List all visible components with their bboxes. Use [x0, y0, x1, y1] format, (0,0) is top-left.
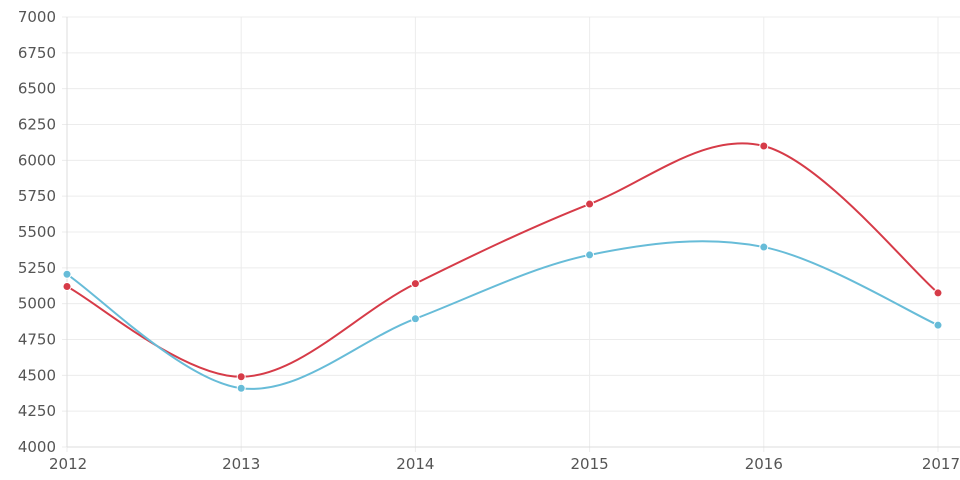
data-point[interactable] — [759, 242, 769, 252]
y-tick-label: 6750 — [18, 44, 56, 62]
y-tick-label: 5250 — [18, 259, 56, 277]
data-point[interactable] — [236, 383, 246, 393]
x-tick-label: 2013 — [222, 455, 260, 473]
data-point[interactable] — [410, 279, 420, 289]
series-1 — [62, 141, 943, 382]
x-tick-label: 2017 — [922, 455, 960, 473]
y-tick-label: 4500 — [18, 366, 56, 384]
series-line — [66, 142, 939, 378]
x-tick-label: 2015 — [571, 455, 609, 473]
x-axis: 2012 2013 2014 2015 2016 2017 — [49, 446, 960, 473]
x-tick-label: 2012 — [49, 455, 87, 473]
y-tick-label: 6500 — [18, 80, 56, 98]
data-point[interactable] — [933, 288, 943, 298]
y-tick-label: 5500 — [18, 223, 56, 241]
series-2 — [62, 240, 943, 393]
x-tick-label: 2016 — [745, 455, 783, 473]
y-tick-label: 4250 — [18, 402, 56, 420]
data-point[interactable] — [933, 320, 943, 330]
data-point[interactable] — [62, 269, 72, 279]
gridlines — [62, 16, 960, 452]
y-tick-label: 6250 — [18, 116, 56, 134]
data-point[interactable] — [410, 314, 420, 324]
data-point[interactable] — [759, 141, 769, 151]
data-point[interactable] — [62, 281, 72, 291]
x-tick-label: 2014 — [396, 455, 434, 473]
data-point[interactable] — [585, 199, 595, 209]
y-tick-label: 7000 — [18, 8, 56, 26]
series-line — [66, 240, 939, 390]
y-tick-label: 5750 — [18, 187, 56, 205]
y-axis: 4000 4250 4500 4750 5000 5250 5500 5750 6000 6250… — [18, 8, 68, 456]
data-point[interactable] — [585, 250, 595, 260]
data-point[interactable] — [236, 372, 246, 382]
y-tick-label: 5000 — [18, 295, 56, 313]
y-tick-label: 4750 — [18, 331, 56, 349]
y-tick-label: 6000 — [18, 151, 56, 169]
y-tick-label: 4000 — [18, 438, 56, 456]
series-lines — [62, 141, 943, 393]
